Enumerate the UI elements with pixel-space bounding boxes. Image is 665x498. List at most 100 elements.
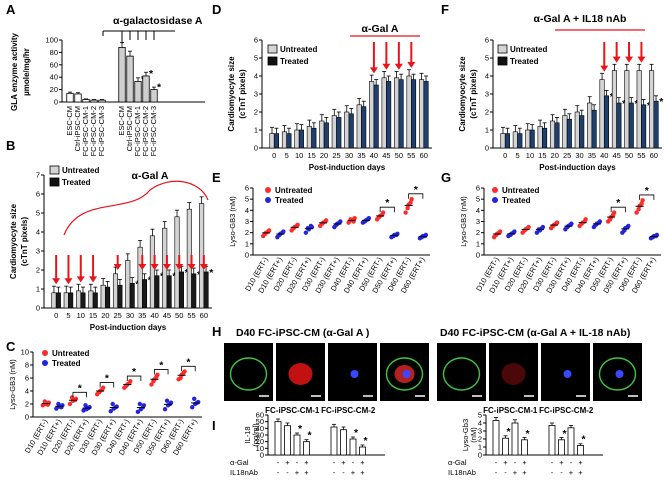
D-bar-untreated-10 bbox=[394, 77, 400, 149]
I1-sign-row1-7: + bbox=[360, 468, 365, 477]
C-point-5-0 bbox=[108, 408, 113, 414]
D-legend-untreated-swatch bbox=[267, 44, 278, 54]
I1-sign-row1-3: + bbox=[304, 468, 309, 477]
C-point-1-4 bbox=[59, 405, 64, 410]
C-sig-star-1: * bbox=[105, 373, 110, 385]
B-legend-treated-swatch bbox=[49, 177, 60, 187]
B-bar-treated-10 bbox=[178, 271, 184, 309]
I1-star-7: * bbox=[364, 435, 369, 447]
F-bar-treated-11 bbox=[641, 104, 647, 149]
B-arrow-0-head bbox=[52, 278, 61, 285]
G-point-10-3 bbox=[636, 207, 641, 212]
I1-sign-row0-7: + bbox=[360, 458, 365, 467]
D-yaxis-tick-label: 4 bbox=[254, 72, 258, 81]
E-yaxis-tick-label: 2 bbox=[245, 228, 249, 237]
B-bar-untreated-0 bbox=[51, 292, 57, 309]
H-right-channel-label-0: α-Actinin bbox=[440, 346, 469, 355]
B-annotation-curve bbox=[63, 180, 209, 236]
G-yaxis-tick-label: 3 bbox=[476, 217, 480, 226]
D-yaxis-tick-label: 1 bbox=[254, 126, 258, 135]
E-sig-bracket-0 bbox=[379, 206, 395, 213]
H-left-cell-outline-0 bbox=[229, 357, 268, 391]
B-bar-untreated-1 bbox=[63, 292, 69, 309]
G-yaxis-tick-label: 0 bbox=[476, 251, 480, 260]
C-sig-bracket-1 bbox=[99, 382, 115, 388]
H-left-cell-outline-3 bbox=[385, 357, 424, 391]
E-legend-treated-label: Treated bbox=[275, 196, 304, 205]
G-point-10-4 bbox=[639, 201, 644, 206]
B-yaxis-tick-label: 5 bbox=[36, 209, 40, 218]
I1-sign-row0-6: - bbox=[352, 458, 355, 467]
C-yaxis-tick-label: 8 bbox=[25, 361, 29, 370]
F-bar-treated-7 bbox=[591, 109, 597, 149]
D-bar-untreated-11 bbox=[406, 75, 412, 149]
I2-sign-row0-0: - bbox=[495, 458, 498, 467]
D-ylabel: Cardiomyocyte size bbox=[227, 56, 236, 132]
I2-sign-row1-3: + bbox=[522, 468, 527, 477]
G-point-10-2 bbox=[640, 198, 645, 203]
E-point-3-4 bbox=[308, 223, 314, 229]
H-right-cell-outline-3 bbox=[598, 357, 637, 391]
B-bar-treated-4 bbox=[105, 286, 111, 309]
D-arrow-11-head bbox=[407, 62, 416, 68]
D-legend-treated-label: Treated bbox=[280, 57, 309, 66]
A-xtick-1: Ctrl-iPSC-CM bbox=[73, 106, 82, 151]
B-yaxis-tick-label: 3 bbox=[36, 247, 40, 256]
D-bar-treated-10 bbox=[398, 79, 404, 149]
F-bar-untreated-11 bbox=[636, 70, 642, 149]
B-bar-treated-9 bbox=[166, 275, 172, 309]
D-bar-treated-12 bbox=[423, 81, 429, 149]
B-yaxis-tick-label: 1 bbox=[36, 285, 40, 294]
B-yaxis-tick-label: 4 bbox=[36, 228, 40, 237]
H-left-channel-label-0: α-Actinin bbox=[227, 346, 256, 355]
D-legend-untreated-label: Untreated bbox=[280, 45, 317, 54]
I1-bar-7 bbox=[359, 446, 366, 456]
I2-bar-1 bbox=[502, 437, 509, 456]
B-arrow-5-head bbox=[113, 264, 122, 270]
I1-sign-row1-2: + bbox=[295, 468, 300, 477]
D-bar-treated-2 bbox=[298, 129, 304, 149]
I1-yaxis-tick-label: 60 bbox=[256, 411, 264, 420]
F-bar-untreated-2 bbox=[525, 129, 531, 149]
F-arrow-9-head bbox=[612, 56, 621, 63]
I1-yaxis-tick-label: 40 bbox=[256, 424, 264, 433]
E-legend-treated-swatch bbox=[265, 197, 271, 203]
F-yaxis-tick-label: 5 bbox=[485, 54, 489, 63]
panel-letter-D: D bbox=[212, 2, 221, 17]
F-legend-untreated-swatch bbox=[497, 44, 508, 54]
G-sig-star-1: * bbox=[645, 185, 650, 197]
C-point-8-3 bbox=[151, 379, 156, 384]
C-point-9-3 bbox=[164, 398, 170, 403]
F-xtick-3: 15 bbox=[538, 151, 546, 160]
A-ylabel2: µmole/mg/hr bbox=[22, 48, 31, 96]
D-bar-untreated-4 bbox=[319, 120, 325, 149]
H-left-nucleus-2 bbox=[350, 370, 359, 378]
H-right-il18-signal bbox=[501, 363, 526, 385]
C-yaxis-tick-label: 0 bbox=[25, 413, 29, 422]
I1-sign-row0-0: - bbox=[277, 458, 280, 467]
B-bar-treated-5 bbox=[117, 284, 123, 309]
H-left-channel-label-3: Merge bbox=[383, 346, 404, 355]
F-xtick-6: 30 bbox=[575, 151, 583, 160]
D-xtick-4: 20 bbox=[320, 151, 328, 160]
I1-yaxis-tick-label: 30 bbox=[256, 431, 264, 440]
A-yaxis-tick-label: 80 bbox=[50, 48, 58, 57]
D-bar-untreated-3 bbox=[306, 126, 312, 149]
B-arrow-3-head bbox=[89, 276, 98, 283]
F-xtick-8: 40 bbox=[600, 151, 608, 160]
B-xtick-10: 50 bbox=[175, 311, 183, 320]
F-bar-untreated-3 bbox=[537, 126, 543, 149]
C-point-7-0 bbox=[135, 409, 141, 414]
D-xtick-7: 35 bbox=[357, 151, 365, 160]
F-xtick-11: 55 bbox=[637, 151, 645, 160]
H-right-image-0 bbox=[437, 343, 486, 401]
B-bar-treated-7 bbox=[142, 279, 148, 309]
G-legend-treated-swatch bbox=[492, 197, 498, 203]
B-bar-untreated-6 bbox=[125, 260, 131, 309]
C-point-8-4 bbox=[154, 374, 159, 379]
B-xtick-6: 30 bbox=[126, 311, 134, 320]
H-right-channel-label-1: IL18 bbox=[492, 346, 507, 355]
C-point-10-3 bbox=[178, 375, 183, 381]
I2-star-5: * bbox=[563, 428, 568, 440]
B-legend-treated-label: Treated bbox=[62, 178, 91, 187]
